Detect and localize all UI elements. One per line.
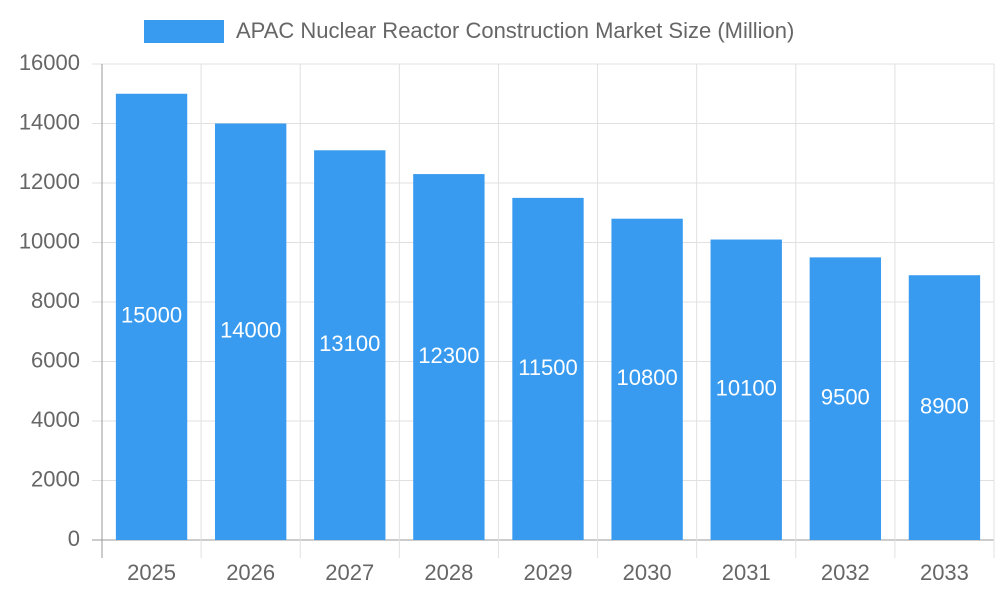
data-label: 14000 bbox=[220, 318, 281, 343]
y-tick-label: 10000 bbox=[19, 228, 80, 253]
y-tick-label: 6000 bbox=[31, 347, 80, 372]
x-tick-label: 2029 bbox=[524, 560, 573, 585]
y-tick-label: 0 bbox=[68, 526, 80, 551]
legend-swatch bbox=[144, 20, 224, 43]
bar bbox=[512, 197, 584, 540]
y-tick-label: 14000 bbox=[19, 109, 80, 134]
bar bbox=[314, 150, 386, 540]
data-label: 9500 bbox=[821, 385, 870, 410]
x-tick-label: 2028 bbox=[424, 560, 473, 585]
data-label: 12300 bbox=[418, 343, 479, 368]
bar bbox=[611, 218, 683, 540]
bar bbox=[413, 174, 485, 540]
bar bbox=[809, 257, 882, 540]
data-label: 13100 bbox=[319, 331, 380, 356]
y-tick-label: 8000 bbox=[31, 288, 80, 313]
x-tick-label: 2025 bbox=[127, 560, 176, 585]
data-label: 10100 bbox=[716, 376, 777, 401]
y-tick-label: 2000 bbox=[31, 466, 80, 491]
data-label: 10800 bbox=[617, 365, 678, 390]
x-tick-label: 2027 bbox=[325, 560, 374, 585]
x-tick-label: 2026 bbox=[226, 560, 275, 585]
bar bbox=[214, 123, 287, 540]
x-tick-label: 2031 bbox=[722, 560, 771, 585]
data-label: 15000 bbox=[121, 303, 182, 328]
y-tick-label: 12000 bbox=[19, 169, 80, 194]
x-tick-label: 2030 bbox=[623, 560, 672, 585]
y-tick-label: 4000 bbox=[31, 407, 80, 432]
x-tick-label: 2032 bbox=[821, 560, 870, 585]
bar bbox=[115, 93, 188, 540]
y-tick-label: 16000 bbox=[19, 50, 80, 75]
legend-label: APAC Nuclear Reactor Construction Market… bbox=[236, 18, 794, 43]
bar bbox=[908, 275, 981, 540]
x-tick-label: 2033 bbox=[920, 560, 969, 585]
data-label: 8900 bbox=[920, 393, 969, 418]
bar bbox=[710, 239, 782, 540]
data-label: 11500 bbox=[518, 355, 578, 380]
